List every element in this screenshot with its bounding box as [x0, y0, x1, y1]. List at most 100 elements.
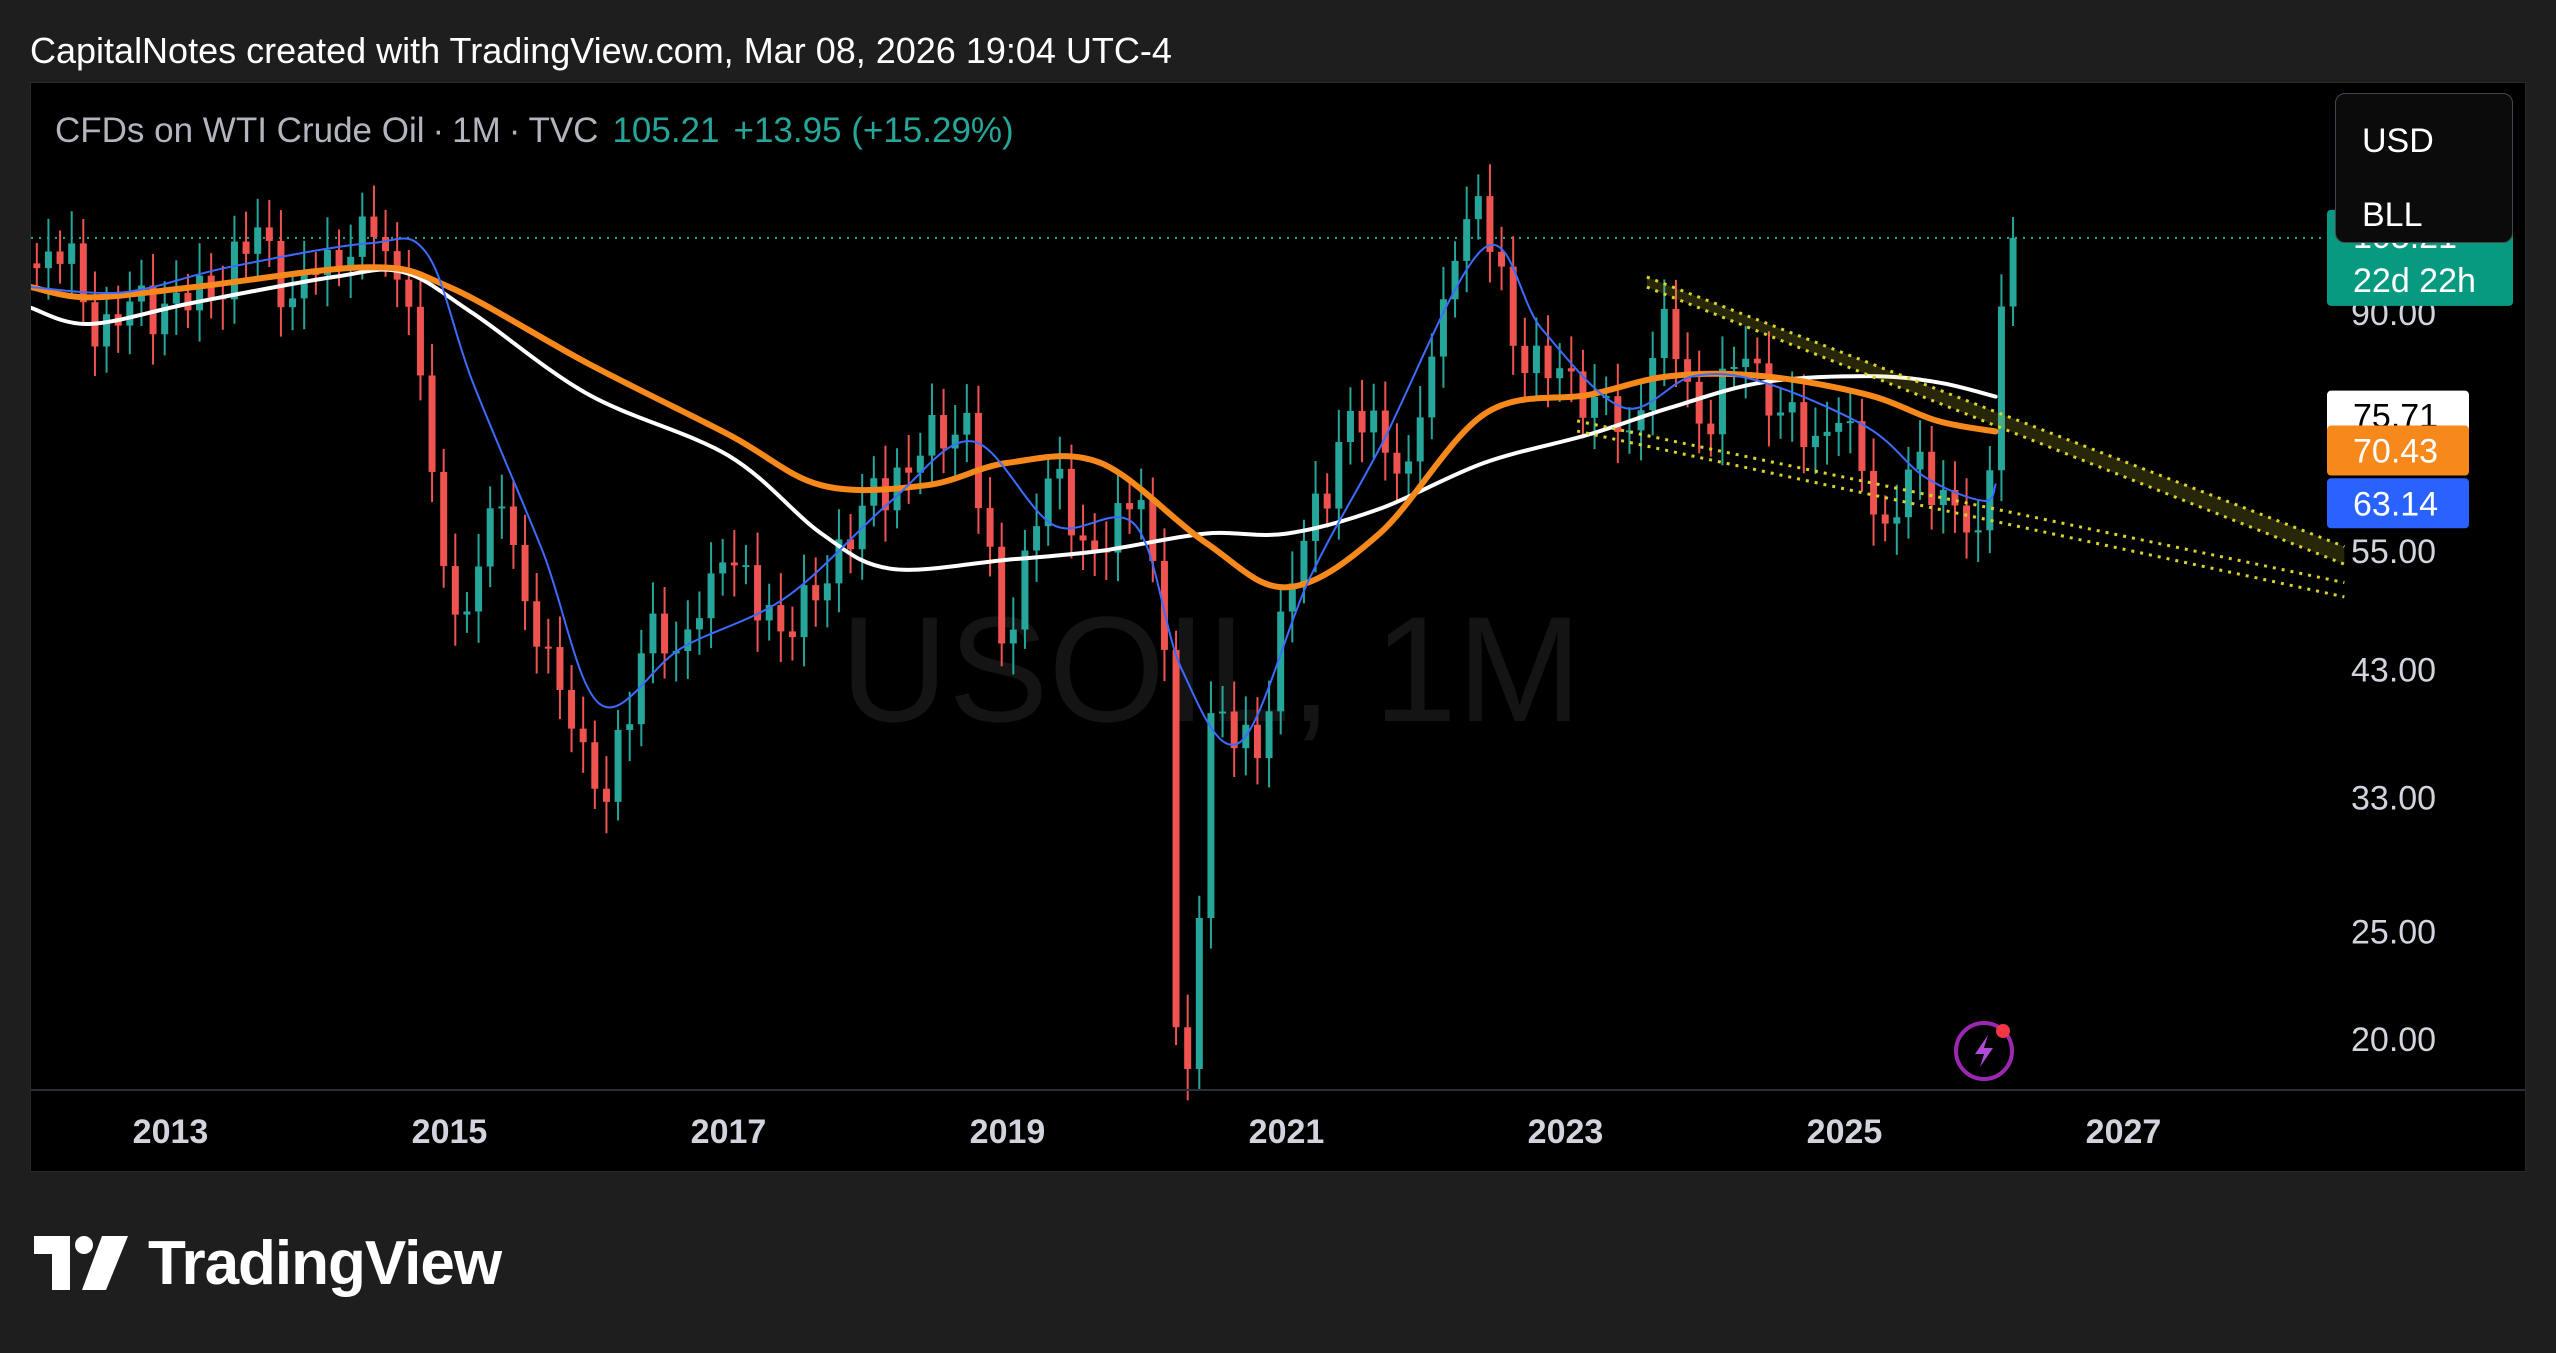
moving-averages — [31, 237, 1999, 746]
candle-body — [1230, 711, 1238, 749]
candle — [1091, 513, 1099, 577]
candle — [1870, 438, 1878, 546]
candle — [568, 665, 576, 753]
candle-body — [1963, 505, 1971, 533]
candle — [1846, 389, 1854, 454]
candle-body — [1777, 412, 1785, 416]
candle — [1137, 468, 1145, 540]
candle-body — [1195, 918, 1203, 1070]
candle — [940, 388, 948, 474]
candle-body — [1788, 402, 1796, 413]
candle — [1660, 279, 1668, 387]
candle — [881, 445, 889, 542]
candle — [1405, 435, 1413, 499]
candle-body — [847, 539, 855, 550]
candle-body — [1684, 359, 1692, 382]
candle — [626, 691, 634, 762]
candle-body — [126, 301, 134, 326]
candle — [1288, 551, 1296, 643]
candle-body — [1393, 452, 1401, 474]
candle — [928, 383, 936, 486]
candle-body — [1079, 535, 1087, 541]
symbol-interval: 1M — [452, 111, 501, 150]
candle-body — [1532, 345, 1540, 374]
candle-body — [1753, 358, 1761, 364]
candle-body — [684, 629, 692, 651]
candle — [44, 218, 52, 300]
candle — [533, 573, 541, 674]
candle-body — [1881, 514, 1889, 524]
channel-upper-outer — [1646, 275, 2345, 548]
candle-body — [1207, 713, 1215, 919]
candle-body — [1846, 421, 1854, 424]
candle — [1963, 478, 1971, 559]
candle-body — [79, 243, 87, 303]
candle-body — [335, 249, 343, 268]
candle — [1498, 226, 1506, 291]
candle — [602, 756, 610, 834]
candle — [1358, 379, 1366, 463]
candle — [1509, 236, 1517, 375]
channel-upper-inner — [1646, 285, 2345, 566]
chart-frame[interactable]: USOIL, 1M 2013 2015 2017 2019 2021 2023 2025 20… — [30, 82, 2526, 1172]
y-tick-label: 55.00 — [2351, 533, 2436, 571]
candle-body — [591, 742, 599, 789]
candle-body — [1370, 410, 1378, 433]
x-tick-label: 2019 — [970, 1113, 1046, 1151]
candle — [1684, 332, 1692, 408]
candle-body — [568, 690, 576, 729]
candle — [1067, 444, 1075, 559]
price-label-text: 63.14 — [2353, 485, 2438, 523]
tradingview-logo[interactable]: TradingView — [34, 1228, 502, 1298]
candle-body — [498, 506, 506, 509]
candle-body — [1358, 410, 1366, 433]
candle — [1439, 266, 1447, 388]
candle-body — [1335, 442, 1343, 509]
currency-unit-selector[interactable]: USD BLL — [2335, 93, 2513, 243]
candle — [1858, 398, 1866, 492]
candle — [1416, 386, 1424, 492]
price-label-ma-fast: 63.14 — [2327, 478, 2469, 529]
unit-label[interactable]: BLL — [2362, 196, 2423, 234]
candle-body — [451, 566, 459, 615]
candle — [1474, 174, 1482, 240]
candle — [347, 224, 355, 299]
candle — [265, 199, 273, 268]
candle — [823, 555, 831, 628]
price-chart[interactable]: USOIL, 1M 2013 2015 2017 2019 2021 2023 2025 20… — [31, 83, 2526, 1172]
candle — [463, 591, 471, 633]
candle-body — [998, 546, 1006, 644]
y-tick-label: 20.00 — [2351, 1021, 2436, 1059]
candle-body — [1486, 196, 1494, 252]
candle-body — [521, 544, 529, 602]
candle — [521, 514, 529, 631]
candle-body — [1126, 503, 1134, 510]
candle — [475, 533, 483, 643]
candle — [754, 532, 762, 652]
candle-body — [1951, 489, 1959, 506]
candle-body — [1649, 358, 1657, 411]
candle — [1265, 680, 1273, 788]
candle-body — [161, 303, 169, 335]
candle-body — [544, 646, 552, 649]
candle-body — [463, 611, 471, 615]
candle — [974, 385, 982, 534]
currency-label[interactable]: USD — [2362, 122, 2434, 160]
candle-body — [1044, 478, 1052, 527]
candle — [56, 230, 64, 284]
candle-series — [33, 164, 2017, 1101]
candle-body — [1707, 423, 1715, 435]
alert-bolt-icon[interactable] — [1954, 1021, 2014, 1081]
candle — [847, 513, 855, 574]
candle-body — [707, 573, 715, 619]
candle — [905, 435, 913, 504]
candle-body — [33, 263, 41, 269]
candle — [172, 260, 180, 335]
candle — [1044, 457, 1052, 546]
candle — [1056, 436, 1064, 510]
candle-body — [1067, 468, 1075, 536]
y-tick-label: 25.00 — [2351, 913, 2436, 951]
candle-body — [579, 728, 587, 743]
candle-body — [1009, 629, 1017, 644]
candle — [707, 542, 715, 649]
